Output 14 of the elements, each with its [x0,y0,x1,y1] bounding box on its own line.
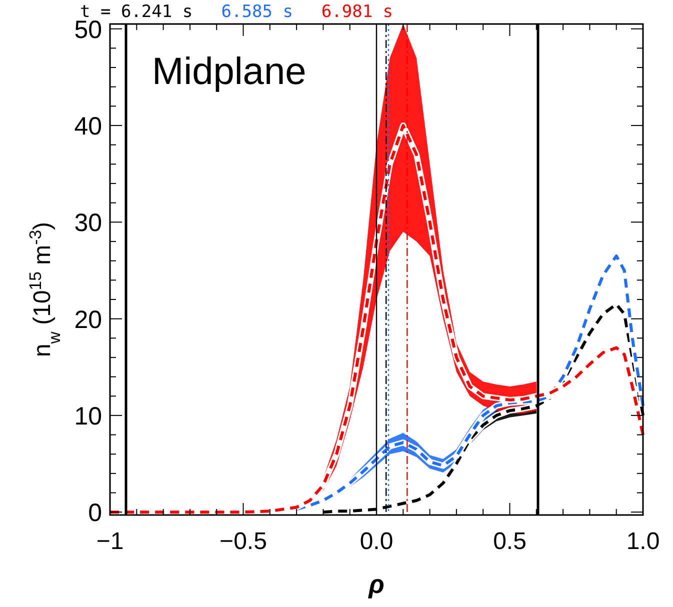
x-tick-label: −0.5 [220,528,267,555]
y-tick-label: 30 [74,209,102,238]
x-tick-label: 1.0 [626,528,660,555]
x-tick-label: 0.5 [493,528,526,555]
text: Midplane [152,51,306,93]
y-tick-label: 20 [74,306,102,334]
y-tick-label: 10 [74,402,102,430]
x-tick-label: 0.0 [360,528,394,555]
text: 6.981 s [321,2,394,22]
x-tick-label: −1 [96,528,124,555]
y-tick-label: 0 [88,499,102,528]
y-tick-label: 40 [74,112,102,140]
x-axis-title: ρ [368,569,384,599]
text: 6.585 s [221,2,293,22]
